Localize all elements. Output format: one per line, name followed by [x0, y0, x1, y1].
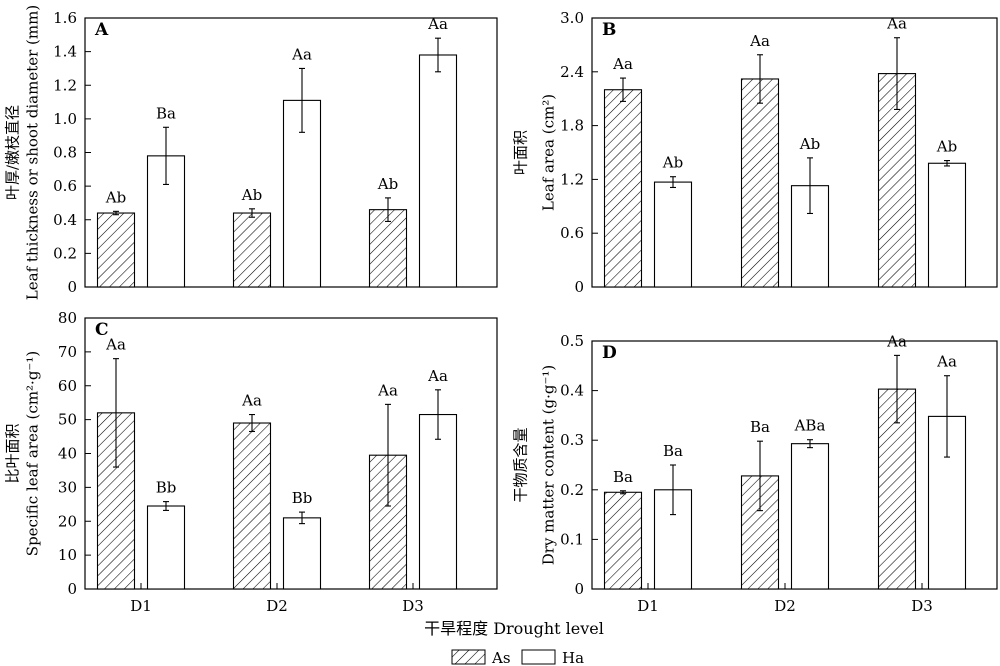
y-tick-label: 0.4 [53, 211, 77, 229]
panel-d: 0 0.1 0.2 0.3 0.4 0.5 D1 D2 D3 Ba Ba Aa Ba ABa Aa D 干物质含… [511, 332, 998, 615]
significance-label: Aa [291, 45, 312, 63]
y-tick-label: 1.2 [560, 170, 584, 188]
bar-as [603, 89, 643, 288]
panel-letter-d: D [602, 343, 617, 363]
bar-ha [418, 413, 458, 590]
significance-label: ABa [794, 417, 826, 435]
y-axis-label-en-c: Specific leaf area (cm²·g⁻¹) [23, 351, 41, 556]
bar-as [877, 388, 917, 590]
y-tick-label: 80 [58, 309, 77, 327]
x-axis-title: 干旱程度 Drought level [424, 619, 604, 638]
bar-ha [418, 54, 458, 288]
y-tick-label: 0 [67, 278, 77, 296]
significance-label: Aa [886, 15, 907, 33]
significance-label: Aa [749, 32, 770, 50]
legend: As Ha [451, 649, 584, 666]
y-axis-label-cn-c: 比叶面积 [3, 423, 21, 483]
significance-label: Aa [105, 336, 126, 354]
x-tick-label: D2 [774, 597, 796, 615]
y-tick-label: 1.6 [53, 9, 77, 27]
bar-ha [790, 443, 830, 590]
y-tick-label: 0.6 [53, 177, 77, 195]
panel-letter-b: B [602, 20, 616, 40]
significance-label: Ab [936, 138, 957, 156]
legend-swatch-as [451, 649, 486, 665]
y-tick-label: 50 [58, 411, 77, 429]
significance-label: Aa [377, 381, 398, 399]
y-tick-label: 0.2 [53, 244, 77, 262]
y-tick-label: 1.0 [53, 110, 77, 128]
panel-b: 0 0.6 1.2 1.8 2.4 3.0 Aa Aa Aa Ab Ab Ab B 叶面积 Leaf are… [511, 9, 998, 296]
significance-label: Aa [241, 392, 262, 410]
y-tick-label: 0 [67, 580, 77, 598]
bar-ha [282, 517, 322, 590]
panel-letter-a: A [94, 20, 109, 40]
significance-label: Aa [427, 367, 448, 385]
significance-label: Bb [292, 489, 313, 507]
y-axis-label-en-a: Leaf thickness or shoot diameter (mm) [23, 5, 41, 300]
y-axis-label-cn-d: 干物质含量 [511, 427, 529, 502]
bar-as [96, 212, 136, 288]
x-tick-label: D1 [130, 597, 152, 615]
y-tick-label: 40 [58, 445, 77, 463]
bar-as [603, 491, 643, 590]
y-tick-label: 30 [58, 478, 77, 496]
significance-label: Ab [799, 135, 820, 153]
y-axis-label-cn-a: 叶厚/嫩枝直径 [3, 105, 21, 200]
y-tick-label: 1.2 [53, 76, 77, 94]
significance-label: Aa [427, 15, 448, 33]
panel-a: 0 0.2 0.4 0.6 0.8 1.0 1.2 1.4 1.6 Ab Ab Ab Ba Aa Aa A 叶厚… [3, 5, 498, 300]
x-tick-label: D3 [911, 597, 933, 615]
significance-label: Ab [662, 154, 683, 172]
significance-label: Ab [377, 175, 398, 193]
bar-as [740, 78, 780, 288]
y-tick-label: 10 [58, 546, 77, 564]
legend-label-as: As [491, 649, 511, 666]
y-tick-label: 0.8 [53, 144, 77, 162]
y-axis-label-cn-b: 叶面积 [511, 130, 529, 175]
y-tick-label: 0.2 [560, 481, 584, 499]
y-tick-label: 1.4 [53, 43, 77, 61]
y-tick-label: 20 [58, 512, 77, 530]
significance-label: Aa [886, 332, 907, 350]
y-tick-label: 1.8 [560, 117, 584, 135]
significance-label: Ba [156, 104, 176, 122]
x-tick-label: D3 [402, 597, 424, 615]
significance-label: Aa [936, 353, 957, 371]
y-tick-label: 70 [58, 343, 77, 361]
y-tick-label: 0.3 [560, 431, 584, 449]
bar-as [232, 422, 272, 590]
significance-label: Ba [613, 468, 633, 486]
bar-ha [927, 162, 967, 288]
legend-swatch-ha [521, 649, 556, 665]
x-tick-label: D2 [266, 597, 288, 615]
y-tick-label: 0.6 [560, 224, 584, 242]
legend-label-ha: Ha [562, 649, 584, 666]
y-tick-label: 60 [58, 377, 77, 395]
bar-as [232, 212, 272, 288]
chart-panels: 0 0.2 0.4 0.6 0.8 1.0 1.2 1.4 1.6 Ab Ab Ab Ba Aa Aa A 叶厚… [3, 5, 998, 615]
y-axis-label-en-b: Leaf area (cm²) [539, 94, 557, 211]
significance-label: Ba [663, 442, 683, 460]
significance-label: Ab [241, 186, 262, 204]
y-tick-label: 0.1 [560, 530, 584, 548]
x-tick-label: D1 [637, 597, 659, 615]
y-axis-label-en-d: Dry matter content (g·g⁻¹) [539, 365, 557, 566]
y-tick-label: 0.4 [560, 382, 584, 400]
bar-ha [146, 505, 186, 590]
y-tick-label: 0 [574, 278, 584, 296]
y-tick-label: 0.5 [560, 332, 584, 350]
y-tick-label: 3.0 [560, 9, 584, 27]
significance-label: Aa [612, 55, 633, 73]
significance-label: Ab [105, 188, 126, 206]
panel-letter-c: C [95, 320, 109, 340]
y-tick-label: 2.4 [560, 63, 584, 81]
significance-label: Ba [750, 418, 770, 436]
y-tick-label: 0 [574, 580, 584, 598]
significance-label: Bb [156, 479, 177, 497]
bar-ha [653, 181, 693, 288]
